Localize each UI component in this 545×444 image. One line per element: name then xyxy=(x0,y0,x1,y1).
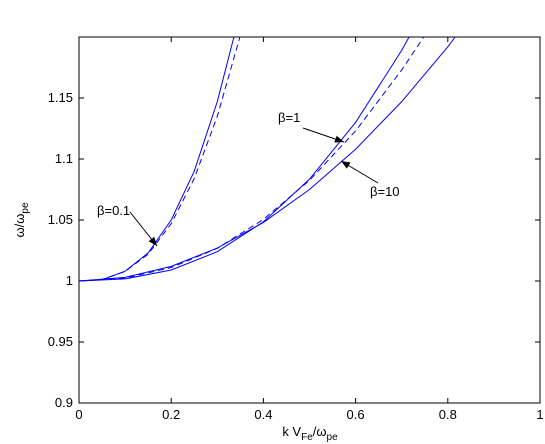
annotation-arrow xyxy=(340,160,379,184)
x-tick-label: 0.8 xyxy=(439,407,457,422)
y-axis-label: ω/ωpe xyxy=(12,202,31,237)
x-axis-label: k VFe/ωpe xyxy=(282,424,338,443)
annotation: β=1 xyxy=(278,110,300,125)
annotation: β=0.1 xyxy=(97,203,130,218)
y-tick-label: 1 xyxy=(66,273,73,288)
annotation-arrow xyxy=(129,211,158,247)
annotation-arrow xyxy=(302,127,345,143)
x-tick-label: 0 xyxy=(75,407,82,422)
line-series xyxy=(78,36,425,282)
y-tick-label: 1.05 xyxy=(48,212,73,227)
y-tick-label: 0.9 xyxy=(55,395,73,410)
line-series xyxy=(78,36,241,282)
y-tick-label: 1.1 xyxy=(55,151,73,166)
line-series xyxy=(78,36,456,282)
y-tick-label: 0.95 xyxy=(48,334,73,349)
line-series xyxy=(78,36,235,282)
plot-frame xyxy=(78,36,541,404)
y-tick-label: 1.15 xyxy=(48,90,73,105)
x-tick-label: 0.6 xyxy=(347,407,365,422)
annotation: β=10 xyxy=(370,184,400,199)
x-tick-label: 0.2 xyxy=(162,407,180,422)
x-tick-label: 0.4 xyxy=(254,407,272,422)
x-tick-label: 1 xyxy=(536,407,543,422)
